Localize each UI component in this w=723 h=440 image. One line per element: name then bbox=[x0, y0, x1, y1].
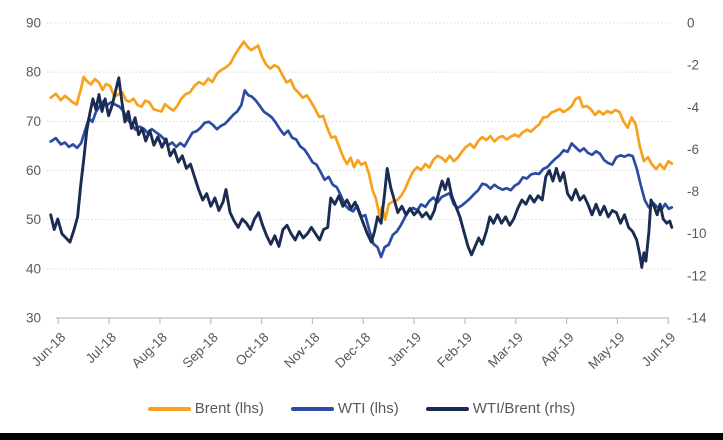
x-axis-label: Aug-18 bbox=[129, 330, 170, 371]
right-axis-label: -4 bbox=[687, 100, 699, 115]
x-axis-label: Feb-19 bbox=[434, 330, 475, 371]
legend-item-brent: Brent (lhs) bbox=[147, 400, 264, 418]
x-axis-label: Oct-18 bbox=[232, 330, 271, 369]
right-axis-label: -10 bbox=[687, 226, 707, 241]
right-axis-label: -12 bbox=[687, 268, 707, 283]
left-axis-label: 90 bbox=[26, 16, 41, 31]
x-axis-label: Jan-19 bbox=[384, 330, 424, 370]
chart-legend: Brent (lhs) WTI (lhs) WTI/Brent (rhs) bbox=[0, 400, 723, 418]
right-axis-label: -2 bbox=[687, 58, 699, 73]
x-axis-label: May-19 bbox=[585, 330, 627, 372]
right-axis-label: -6 bbox=[687, 142, 699, 157]
x-axis-label: Jun-18 bbox=[29, 330, 69, 370]
series-line-brent bbox=[49, 40, 674, 222]
x-axis-label: Mar-19 bbox=[485, 330, 526, 371]
left-axis-label: 70 bbox=[26, 114, 41, 129]
legend-label-wti: WTI (lhs) bbox=[337, 400, 399, 417]
legend-swatch-brent-icon bbox=[147, 407, 191, 411]
x-axis-label: Nov-18 bbox=[281, 330, 322, 371]
left-axis-label: 30 bbox=[26, 311, 41, 326]
left-axis-label: 60 bbox=[26, 163, 41, 178]
x-axis-label: Jun-19 bbox=[639, 330, 679, 370]
x-axis-label: Jul-18 bbox=[83, 330, 120, 367]
x-axis-label: Sep-18 bbox=[180, 330, 221, 371]
right-axis-label: -14 bbox=[687, 311, 707, 326]
x-axis-label: Dec-18 bbox=[332, 330, 373, 371]
legend-label-brent: Brent (lhs) bbox=[194, 400, 264, 417]
series-line-wti-brent bbox=[49, 76, 674, 269]
left-axis-label: 40 bbox=[26, 261, 41, 276]
legend-item-wti: WTI (lhs) bbox=[290, 400, 399, 418]
series-line-wti bbox=[49, 89, 674, 259]
legend-item-wti-brent: WTI/Brent (rhs) bbox=[425, 400, 576, 418]
legend-label-wti-brent: WTI/Brent (rhs) bbox=[472, 400, 576, 417]
x-axis-label: Apr-19 bbox=[537, 330, 576, 369]
legend-swatch-wti-brent-icon bbox=[425, 407, 469, 411]
legend-swatch-wti-icon bbox=[290, 407, 334, 411]
right-axis-label: 0 bbox=[687, 16, 695, 31]
right-axis-label: -8 bbox=[687, 184, 699, 199]
left-axis-label: 50 bbox=[26, 212, 41, 227]
left-axis-label: 80 bbox=[26, 65, 41, 80]
window-bottom-edge bbox=[0, 433, 723, 440]
